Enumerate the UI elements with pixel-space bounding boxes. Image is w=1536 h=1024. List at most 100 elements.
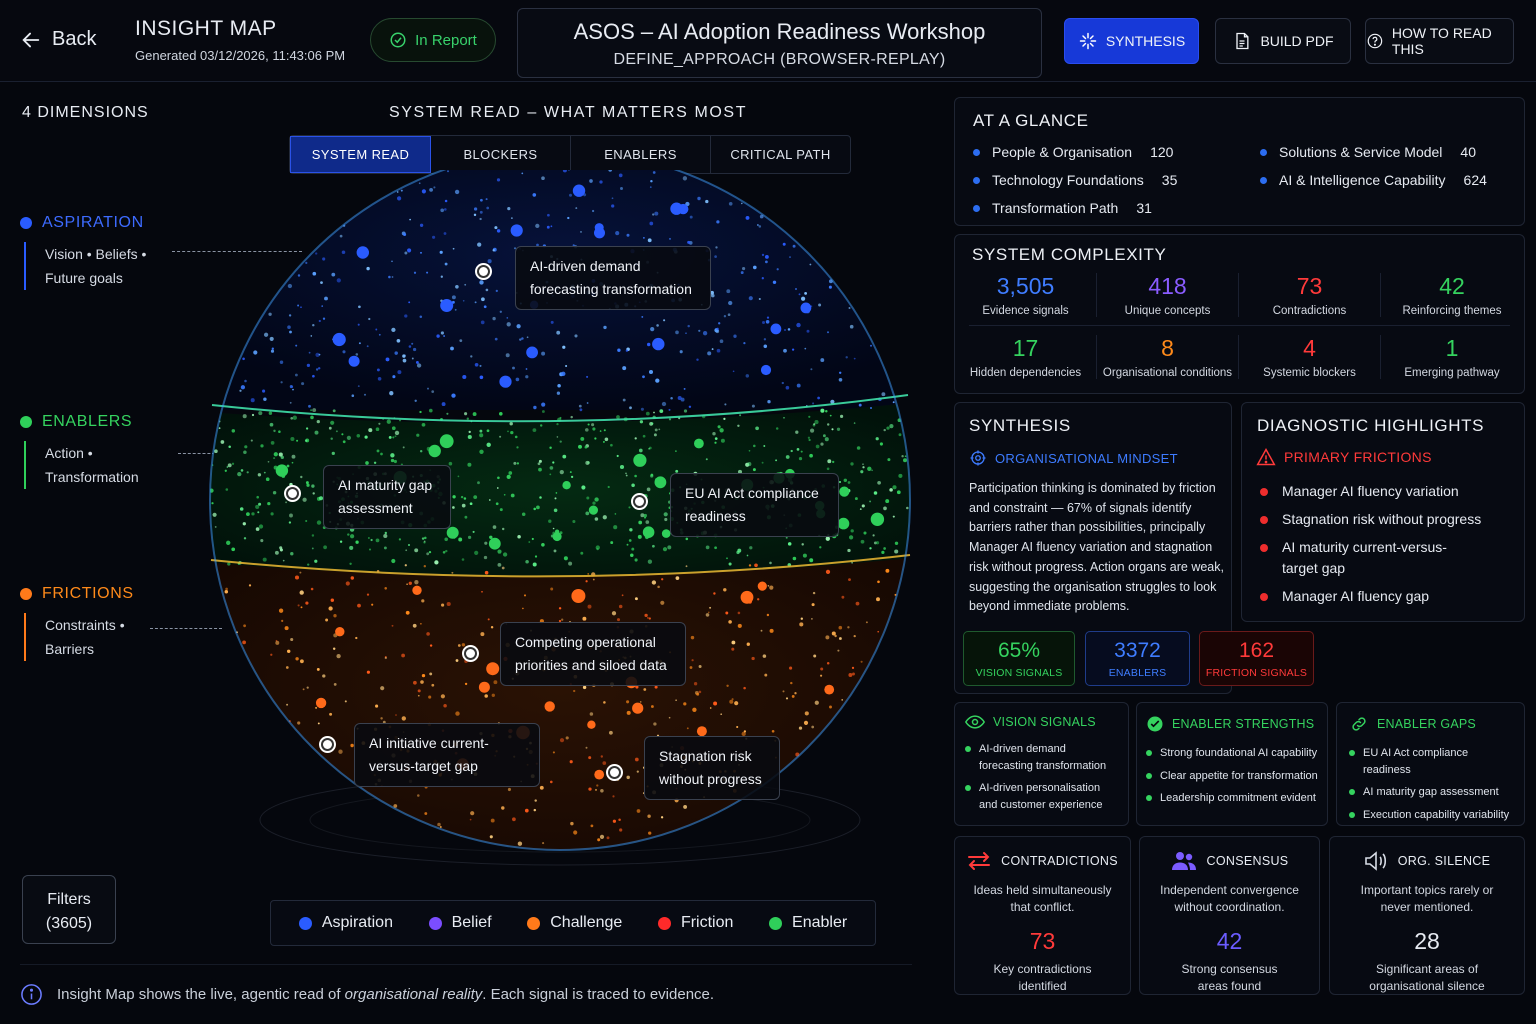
complexity-cell[interactable]: 8 Organisational conditions xyxy=(1097,335,1239,379)
tab-critical-path[interactable]: CRITICAL PATH xyxy=(730,147,831,162)
complexity-cell[interactable]: 17 Hidden dependencies xyxy=(955,335,1097,379)
dimension-frictions[interactable]: FRICTIONS Constraints • Barriers xyxy=(20,585,174,661)
legend-aspiration-label: Aspiration xyxy=(321,914,393,931)
signal-particle xyxy=(647,814,651,818)
insight-sphere[interactable]: AI-driven demand forecasting transformat… xyxy=(180,149,940,870)
list-item[interactable]: Leadership commitment evident xyxy=(1146,790,1318,807)
signal-particle xyxy=(294,373,298,377)
complexity-cell[interactable]: 3,505 Evidence signals xyxy=(955,273,1097,317)
signal-particle xyxy=(817,396,820,400)
consensus-card[interactable]: CONSENSUS Independent convergence withou… xyxy=(1139,836,1320,995)
complexity-cell[interactable]: 1 Emerging pathway xyxy=(1381,335,1523,379)
legend-aspiration[interactable]: Aspiration xyxy=(298,914,393,932)
glance-item[interactable]: Transformation Path 31 xyxy=(973,200,1152,216)
signal-particle xyxy=(440,275,443,278)
glance-item[interactable]: People & Organisation 120 xyxy=(973,144,1173,160)
complexity-cell[interactable]: 418 Unique concepts xyxy=(1097,273,1239,317)
callout-competing-priorities[interactable]: Competing operational priorities and sil… xyxy=(500,622,686,686)
signal-node xyxy=(356,246,369,259)
build-pdf-button[interactable]: BUILD PDF xyxy=(1215,18,1351,64)
back-button[interactable]: Back xyxy=(20,28,96,51)
org-silence-card[interactable]: ORG. SILENCE Important topics rarely or … xyxy=(1329,836,1525,995)
signal-particle xyxy=(826,467,830,471)
filters-button[interactable]: Filters (3605) xyxy=(22,875,116,944)
signal-particle xyxy=(339,540,343,543)
vision-signals-stat[interactable]: 65% VISION SIGNALS xyxy=(963,631,1075,686)
list-item[interactable]: Execution capability variability xyxy=(1349,807,1512,824)
list-item[interactable]: Strong foundational AI capability xyxy=(1146,745,1318,762)
signal-particle xyxy=(384,587,387,590)
dimension-aspiration[interactable]: ASPIRATION Vision • Beliefs • Future goa… xyxy=(20,214,174,290)
pin-eu-ai-act[interactable] xyxy=(633,495,646,508)
enablers-stat[interactable]: 3372 ENABLERS xyxy=(1085,631,1190,686)
friction-item[interactable]: Manager AI fluency variation xyxy=(1260,481,1510,502)
tab-blockers[interactable]: BLOCKERS xyxy=(431,136,571,173)
list-item[interactable]: AI-driven personalisation and customer e… xyxy=(965,780,1118,813)
friction-item[interactable]: Manager AI fluency gap xyxy=(1260,586,1510,607)
signal-particle xyxy=(446,601,451,607)
signal-particle xyxy=(760,629,763,632)
list-item[interactable]: AI-driven demand forecasting transformat… xyxy=(965,741,1118,774)
glance-item[interactable]: AI & Intelligence Capability 624 xyxy=(1260,172,1487,188)
signal-particle xyxy=(432,235,436,239)
legend-enabler-dot xyxy=(769,916,783,930)
pin-demand-forecasting[interactable] xyxy=(477,265,490,278)
callout-stagnation-risk[interactable]: Stagnation risk without progress xyxy=(644,736,780,800)
signal-particle xyxy=(534,555,538,558)
signal-particle xyxy=(364,435,368,439)
pin-maturity-gap[interactable] xyxy=(286,487,299,500)
signal-particle xyxy=(610,443,613,447)
friction-item[interactable]: AI maturity current-versus-target gap xyxy=(1260,537,1510,579)
signal-particle xyxy=(687,324,690,328)
callout-eu-ai-act[interactable]: EU AI Act compliance readiness xyxy=(670,473,839,537)
callout-initiative-gap[interactable]: AI initiative current-versus-target gap xyxy=(354,723,540,787)
signal-particle xyxy=(724,403,727,406)
contradictions-card[interactable]: CONTRADICTIONS Ideas held simultaneously… xyxy=(954,836,1131,995)
signal-particle xyxy=(376,449,380,453)
signal-particle xyxy=(258,524,264,529)
glance-item[interactable]: Solutions & Service Model 40 xyxy=(1260,144,1476,160)
pin-competing-priorities[interactable] xyxy=(464,647,477,660)
list-item[interactable]: AI maturity gap assessment xyxy=(1349,784,1512,801)
complexity-cell[interactable]: 73 Contradictions xyxy=(1239,273,1381,317)
signal-particle xyxy=(211,502,214,505)
complexity-cell[interactable]: 4 Systemic blockers xyxy=(1239,335,1381,379)
glance-item[interactable]: Technology Foundations 35 xyxy=(973,172,1177,188)
list-item[interactable]: EU AI Act compliance readiness xyxy=(1349,745,1512,778)
glance-label: People & Organisation xyxy=(992,144,1133,160)
signal-particle xyxy=(404,564,407,567)
legend-friction[interactable]: Friction xyxy=(657,914,733,932)
signal-particle xyxy=(385,357,390,362)
friction-signals-stat[interactable]: 162 FRICTION SIGNALS xyxy=(1199,631,1314,686)
callout-demand-forecasting[interactable]: AI-driven demand forecasting transformat… xyxy=(515,246,711,310)
dimension-enablers[interactable]: ENABLERS Action • Transformation xyxy=(20,413,174,489)
complexity-value: 1 xyxy=(1445,335,1459,361)
signal-particle xyxy=(714,437,718,440)
signal-particle xyxy=(330,437,333,440)
how-to-read-button[interactable]: HOW TO READ THIS xyxy=(1365,18,1514,64)
friction-item[interactable]: Stagnation risk without progress xyxy=(1260,509,1510,530)
callout-maturity-gap[interactable]: AI maturity gap assessment xyxy=(323,465,451,529)
complexity-cell[interactable]: 42 Reinforcing themes xyxy=(1381,273,1523,317)
tab-enablers[interactable]: ENABLERS xyxy=(571,136,711,173)
signal-particle xyxy=(506,322,511,327)
signal-particle xyxy=(561,618,564,621)
signal-particle xyxy=(581,485,586,490)
list-item[interactable]: Clear appetite for transformation xyxy=(1146,768,1318,785)
signal-particle xyxy=(405,549,408,552)
glance-label: Solutions & Service Model xyxy=(1279,144,1443,160)
signal-particle xyxy=(257,473,262,477)
legend-belief[interactable]: Belief xyxy=(428,914,492,932)
signal-node xyxy=(837,517,850,530)
legend-enabler[interactable]: Enabler xyxy=(769,914,847,932)
tab-system-read[interactable]: SYSTEM READ xyxy=(290,136,431,173)
signal-node xyxy=(594,227,605,239)
signal-particle xyxy=(829,705,832,709)
signal-particle xyxy=(426,271,429,274)
synthesis-button[interactable]: SYNTHESIS xyxy=(1064,18,1199,64)
pin-initiative-gap[interactable] xyxy=(321,738,334,751)
list-text: Leadership commitment evident xyxy=(1160,792,1316,804)
in-report-badge[interactable]: In Report xyxy=(370,18,496,62)
legend-challenge[interactable]: Challenge xyxy=(527,914,622,932)
pin-stagnation-risk[interactable] xyxy=(608,766,621,779)
